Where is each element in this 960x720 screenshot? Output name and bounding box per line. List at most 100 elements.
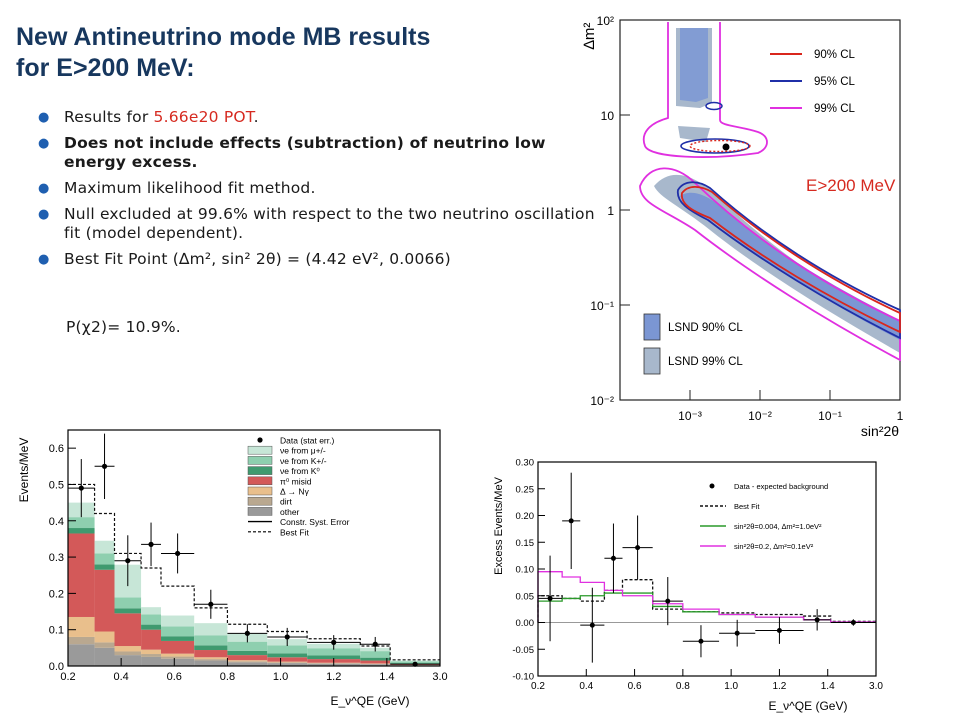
hist-legend-swatch (247, 486, 273, 496)
bullet-dot-icon: ● (38, 136, 50, 151)
lsnd99-band-blob (678, 126, 710, 142)
bullet-bestfit-text: Best Fit Point (∆m², sin² 2θ) = (4.42 eV… (64, 250, 451, 268)
excess-xtick-label: 0.4 (579, 681, 593, 692)
hist-xtick-label: 1.4 (379, 671, 394, 683)
legend-cl90-label: 90% CL (814, 49, 856, 61)
hist-legend-label: νe from K+/- (280, 456, 327, 466)
hist-legend-swatch (247, 445, 273, 455)
bullet-subtraction: ● Does not include effects (subtraction) … (36, 134, 596, 172)
hist-ytick-label: 0.6 (49, 443, 64, 455)
contour-ytick-label: 10⁻¹ (590, 299, 614, 313)
hist-legend-swatch (247, 456, 273, 465)
hist-legend-label: Best Fit (280, 527, 309, 537)
hist-bar-0 (267, 663, 308, 666)
hist-bar-4 (141, 624, 161, 630)
title-line-2: for E>200 MeV: (16, 54, 195, 82)
hist-xtick-label: 0.6 (167, 671, 182, 683)
stacked-histogram-chart: Events/MeV 0.0 0.1 0.2 0.3 0.4 0.5 0.6 0.2 0.4 0.… (17, 429, 448, 708)
hist-bar-5 (227, 641, 268, 651)
hist-bar-0 (114, 655, 142, 666)
hist-bar-6 (390, 660, 440, 662)
bullet-null-text: Null excluded at 99.6% with respect to t… (64, 205, 595, 242)
bullet-null: ● Null excluded at 99.6% with respect to … (36, 205, 596, 243)
legend-lsnd90-swatch (643, 313, 661, 341)
hist-bar-6 (141, 607, 161, 615)
hist-bar-5 (68, 517, 95, 529)
hist-bar-4 (307, 655, 361, 660)
best-fit-marker (722, 143, 730, 151)
bullet-pot: ● Results for 5.66e20 POT. (36, 108, 596, 127)
contour-ytick-label: 10² (597, 14, 614, 28)
bullet-dot-icon: ● (38, 252, 50, 267)
excess-data-point (568, 518, 574, 524)
pot-highlight: 5.66e20 POT (153, 108, 254, 126)
hist-bar-0 (360, 664, 391, 666)
legend-lsnd90-label: LSND 90% CL (668, 322, 743, 334)
excess-series-line-3 (537, 571, 876, 623)
hist-bar-2 (114, 646, 142, 652)
excess-data-point (589, 622, 595, 628)
hist-bar-4 (360, 657, 391, 661)
hist-legend: Data (stat err.)νe from μ+/-νe from K+/-… (247, 436, 350, 537)
hist-legend-label: Δ → Nγ (280, 487, 310, 497)
hist-bar-4 (267, 653, 308, 658)
hist-bar-2 (94, 631, 115, 643)
hist-bar-3 (194, 650, 228, 658)
hist-bar-3 (161, 640, 195, 654)
excess-ytick-label: -0.10 (512, 672, 534, 683)
hist-legend-swatch (247, 476, 273, 486)
hist-bar-4 (161, 636, 195, 641)
contour-xtick-label: 1 (897, 409, 904, 423)
hist-bar-6 (161, 615, 195, 627)
excess-ytick-label: 0.20 (516, 511, 535, 522)
hist-bar-4 (68, 528, 95, 534)
hist-legend-label: dirt (280, 497, 292, 507)
hist-ytick-label: 0.3 (49, 552, 64, 564)
contour-ytick-label: 1 (607, 204, 614, 218)
hist-bar-3 (68, 533, 95, 617)
hist-legend-label: νe from K⁰ (280, 466, 320, 476)
hist-bar-5 (141, 614, 161, 625)
hist-legend-label: Constr. Syst. Error (280, 517, 350, 527)
hist-data-point (101, 463, 108, 469)
excess-data-point (776, 628, 782, 634)
hist-data-point (78, 485, 84, 491)
hist-data-point (175, 550, 181, 557)
excess-ylabel: Excess Events/MeV (493, 476, 505, 574)
hist-bar-4 (194, 645, 228, 651)
bullet-subtraction-text: Does not include effects (subtraction) o… (64, 134, 546, 171)
hist-bar-5 (267, 645, 308, 654)
hist-bar-1 (68, 636, 95, 645)
excess-xtick-label: 0.6 (628, 681, 642, 692)
excess-legend: Data - expected background Best Fit sin²2θ… (700, 482, 828, 551)
hist-ylabel: Events/MeV (17, 438, 31, 503)
bullet-pot-post: . (253, 108, 259, 126)
bullet-dot-icon: ● (38, 110, 50, 125)
hist-data-point (208, 601, 214, 607)
hist-data-point (331, 639, 337, 645)
hist-bar-2 (267, 661, 308, 663)
excess-xtick-label: 1.4 (821, 681, 835, 692)
hist-legend-label: νe from μ+/- (280, 446, 326, 456)
hist-bar-4 (94, 564, 115, 570)
cl99-contour-upper (642, 22, 768, 158)
hist-data-point (284, 634, 290, 640)
hist-xtick-label: 0.8 (220, 671, 235, 683)
hist-bar-0 (68, 644, 95, 666)
hist-bar-5 (194, 635, 228, 646)
hist-ytick-label: 0.0 (49, 661, 64, 673)
energy-cut-annotation: E>200 MeV (806, 176, 896, 195)
hist-legend-swatch (247, 466, 273, 475)
contour-ylabel: ∆m² (581, 23, 598, 50)
excess-xtick-label: 1.2 (772, 681, 786, 692)
contour-xlabel: sin²2θ (861, 423, 899, 438)
cl95-contour-island (680, 138, 750, 154)
excess-data-point (814, 617, 820, 623)
hist-bar-3 (267, 657, 308, 662)
excess-xtick-label: 0.8 (676, 681, 690, 692)
hist-bar-4 (114, 608, 142, 614)
hist-bar-4 (227, 650, 268, 656)
hist-legend-label: Data (stat err.) (280, 436, 334, 446)
hist-bar-1 (161, 656, 195, 659)
hist-bar-1 (114, 651, 142, 656)
